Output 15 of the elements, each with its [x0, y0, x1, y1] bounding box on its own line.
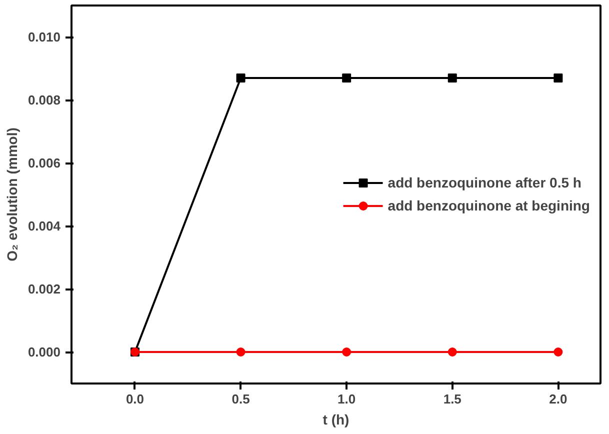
y-tick-label: 0.002: [28, 282, 61, 296]
x-tick-label: 1.0: [338, 392, 356, 406]
y-tick-label: 0.000: [28, 344, 61, 360]
x-tick-label: 1.5: [443, 392, 462, 406]
legend-label: add benzoquinone at begining: [388, 198, 590, 214]
x-axis-title: t (h): [322, 412, 350, 428]
x-tick-label: 0.5: [232, 392, 250, 406]
y-tick-label: 0.006: [28, 156, 61, 170]
y-tick-label: 0.004: [28, 218, 62, 234]
y-axis-title: O₂ evolution (mmol): [4, 128, 20, 262]
x-tick-label: 0.0: [126, 392, 144, 406]
y-tick-label: 0.008: [28, 92, 61, 108]
y-tick-label: 0.010: [28, 30, 61, 44]
x-tick-label: 2.0: [549, 392, 568, 406]
legend-label: add benzoquinone after 0.5 h: [388, 174, 582, 190]
